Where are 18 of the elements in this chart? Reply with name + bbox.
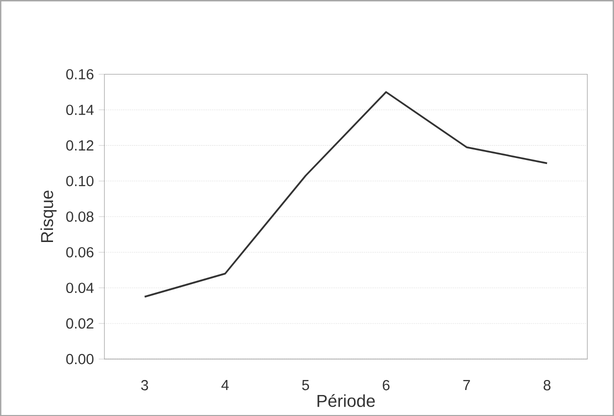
y-axis-title: Risque [40,190,57,242]
x-tick-label: 6 [382,380,390,390]
x-tick-label: 7 [463,380,470,390]
x-tick-label: 8 [544,380,550,390]
x-tick-label: 3 [141,380,148,390]
y-tick-label: 0.10 [66,176,94,186]
y-tick-label: 0.08 [66,211,94,222]
line-series [144,91,548,298]
y-tick-label: 0.14 [66,104,94,115]
y-tick-label: 0.00 [66,354,94,364]
x-tick-label: 5 [302,380,310,390]
x-axis-title: Période [318,394,375,407]
y-tick-label: 0.06 [66,246,94,258]
y-tick-label: 0.04 [66,282,94,293]
y-tick-label: 0.02 [66,318,94,328]
y-tick-label: 0.16 [66,68,94,80]
x-tick-label: 4 [221,380,229,390]
y-tick-label: 0.12 [66,140,94,150]
